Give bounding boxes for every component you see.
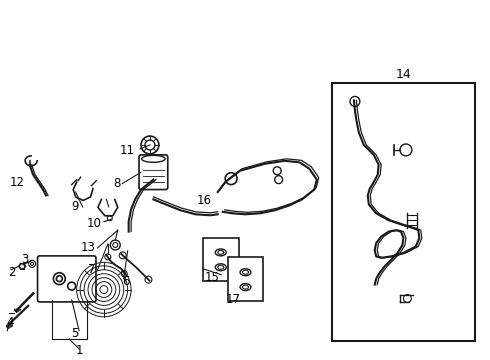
Text: 2: 2 [8, 266, 16, 279]
Text: 13: 13 [80, 242, 96, 255]
Text: 4: 4 [6, 316, 14, 329]
Ellipse shape [218, 265, 224, 269]
FancyBboxPatch shape [228, 257, 263, 301]
Text: 1: 1 [75, 344, 83, 357]
Text: 15: 15 [204, 271, 219, 284]
Ellipse shape [243, 270, 248, 274]
FancyBboxPatch shape [203, 238, 239, 281]
Ellipse shape [215, 264, 226, 271]
Ellipse shape [142, 156, 165, 162]
FancyBboxPatch shape [139, 155, 168, 190]
Ellipse shape [240, 269, 251, 276]
Text: 14: 14 [395, 68, 411, 81]
Text: 8: 8 [113, 177, 120, 190]
Text: 9: 9 [72, 201, 79, 213]
FancyBboxPatch shape [38, 256, 96, 302]
Ellipse shape [240, 284, 251, 291]
Text: 10: 10 [87, 217, 101, 230]
Ellipse shape [218, 251, 224, 255]
Text: 6: 6 [122, 275, 130, 288]
Ellipse shape [243, 285, 248, 289]
Text: 16: 16 [196, 194, 211, 207]
Text: 11: 11 [120, 144, 135, 157]
Text: 3: 3 [21, 253, 28, 266]
Text: 7: 7 [88, 263, 96, 276]
Text: 17: 17 [226, 293, 241, 306]
Text: 5: 5 [71, 327, 78, 339]
FancyBboxPatch shape [332, 83, 475, 341]
Text: 12: 12 [10, 176, 24, 189]
Ellipse shape [215, 249, 226, 256]
